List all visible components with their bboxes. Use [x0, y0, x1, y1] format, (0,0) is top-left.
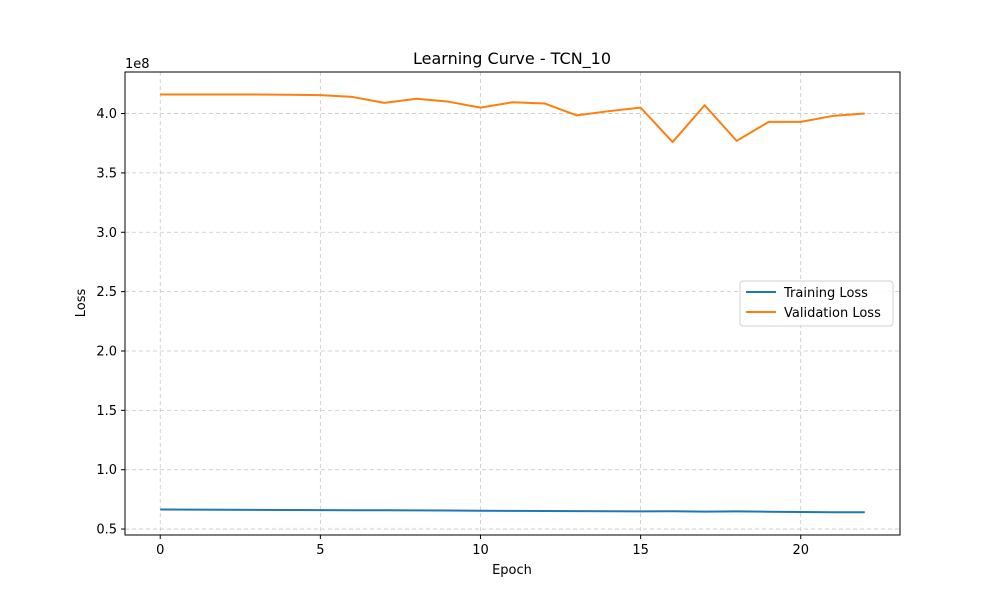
y-tick-label: 3.0	[96, 226, 117, 241]
series-line-training-loss	[160, 508, 865, 514]
x-tick-label: 15	[632, 543, 649, 558]
legend-box	[739, 280, 894, 327]
x-axis-ticks: 0 5 10 15 20	[156, 535, 809, 558]
y-tick-label: 1.0	[96, 463, 117, 478]
x-tick-label: 0	[156, 543, 164, 558]
y-tick-label: 4.0	[96, 107, 117, 122]
y-offset-label: 1e8	[125, 57, 150, 72]
x-tick-label: 20	[792, 543, 809, 558]
y-tick-label: 0.5	[96, 523, 117, 538]
y-tick-label: 2.0	[96, 344, 117, 359]
x-tick-label: 5	[316, 543, 324, 558]
chart-title: Learning Curve - TCN_10	[413, 49, 611, 69]
plot-frame	[124, 71, 901, 536]
y-axis-ticks: 0.5 1.0 1.5 2.0 2.5 3.0 3.5 4.0	[96, 107, 125, 538]
y-tick-label: 2.5	[96, 285, 117, 300]
x-tick-label: 10	[472, 543, 489, 558]
x-axis-label: Epoch	[492, 563, 532, 578]
series-layer	[160, 93, 865, 514]
y-tick-label: 3.5	[96, 166, 117, 181]
y-axis-label: Loss	[74, 289, 89, 318]
legend-label-training-loss: Training Loss	[783, 286, 868, 301]
y-tick-label: 1.5	[96, 404, 117, 419]
legend-label-validation-loss: Validation Loss	[784, 306, 881, 321]
legend: Training Loss Validation Loss	[739, 280, 894, 327]
series-line-validation-loss	[160, 93, 865, 144]
